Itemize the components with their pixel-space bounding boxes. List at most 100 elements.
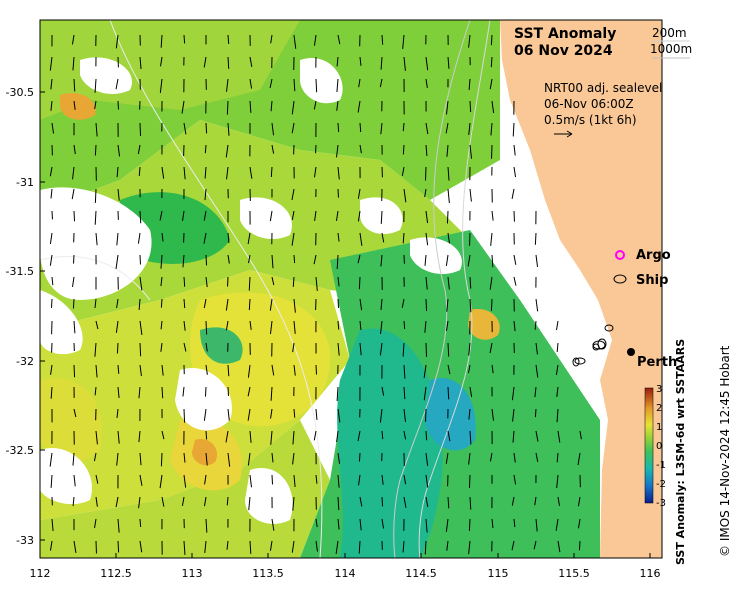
current-vector [425,452,429,466]
current-vector [117,386,120,399]
current-vector [292,496,295,511]
current-vector [227,34,230,44]
current-vector [425,342,428,357]
current-vector [336,144,339,158]
current-vector [513,254,517,265]
current-vector [359,122,362,133]
current-vector [469,188,472,202]
axis-ticks [39,91,651,558]
current-vector [402,34,405,49]
current-vector [491,254,494,268]
current-vector [535,518,538,532]
current-vector [425,144,428,156]
current-vector [381,496,384,507]
current-vector [357,188,361,199]
current-vector [381,474,384,485]
argo-legend-label: Argo [636,248,671,263]
current-vector [403,364,406,379]
current-vector [271,474,274,485]
current-vector [381,386,385,396]
current-vector [139,342,142,357]
current-vector [577,496,581,507]
current-vector [227,364,230,377]
current-vector [226,166,229,180]
current-vector [556,386,559,398]
current-vector [489,276,493,290]
current-vector [269,320,273,335]
current-vector [248,496,251,511]
current-vector [183,408,186,423]
current-vector [73,540,77,553]
y-tick-label: -31 [16,176,34,189]
current-vector [160,298,163,308]
current-vector [50,188,53,199]
current-vector [49,56,53,71]
current-vector [403,474,407,485]
current-vector [117,540,120,553]
current-vector [115,34,119,49]
current-vector [447,166,450,181]
current-vector [535,342,538,355]
current-vector [491,364,494,374]
current-vector [379,342,383,356]
current-vector [337,474,340,488]
current-vector [425,122,429,135]
current-vector [380,210,383,224]
current-vector [227,122,230,136]
current-vector [271,452,274,463]
current-vector [226,540,229,550]
current-vector [380,122,383,135]
current-vector [445,254,449,267]
current-vector [447,496,450,509]
current-vector [95,364,98,378]
current-vector [247,232,251,245]
current-vector [379,408,383,423]
current-vector [138,298,141,310]
current-vector [247,408,251,421]
current-vector [401,166,405,176]
current-vector [315,474,318,484]
current-vector [445,518,449,532]
current-vector [513,276,517,286]
current-vector [227,254,230,264]
x-tick-label: 113.5 [252,567,284,580]
colorbar-tick: 3 [656,384,662,395]
current-vector [534,232,537,245]
current-vector [183,320,186,331]
current-vector [380,298,383,310]
current-vector [248,298,251,311]
current-vector [293,320,296,334]
current-vector [336,254,339,270]
current-vector [94,342,97,357]
current-vector [555,320,559,331]
current-vector [291,540,295,553]
current-vector [227,408,230,421]
current-source: NRT00 adj. sealevel [544,81,662,95]
current-vector [535,430,539,442]
current-vector [160,342,163,352]
colorbar-tick: -1 [656,460,666,471]
current-vector [403,320,406,330]
current-vector [139,122,142,136]
current-vector [138,430,141,443]
current-vector [380,320,383,334]
current-vector [49,254,53,266]
current-vector [337,166,340,180]
current-vector [227,56,230,69]
current-vector [380,56,383,70]
current-vector [181,496,185,507]
current-vector [511,188,515,199]
current-vector [468,364,471,374]
current-vector [73,320,76,334]
current-vector [249,56,253,68]
current-vector [490,298,493,311]
current-vector [72,56,75,71]
current-vector [446,298,449,312]
current-vector [491,408,495,421]
current-vector [270,100,273,112]
current-vector [183,474,187,488]
current-vector [534,496,537,506]
current-vector [357,430,361,442]
current-vector [555,364,559,375]
current-vector [139,276,143,291]
